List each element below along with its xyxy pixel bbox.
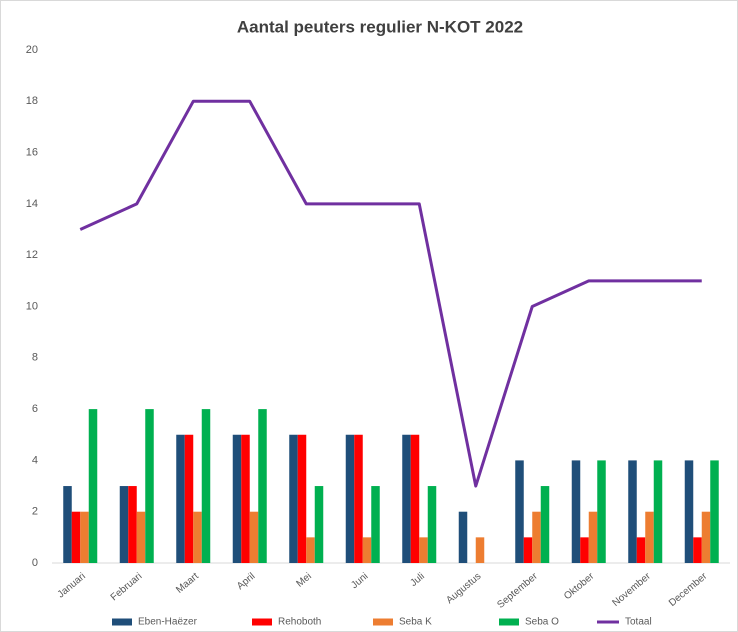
bar <box>145 409 154 563</box>
legend-swatch <box>373 618 393 626</box>
bar <box>314 486 324 563</box>
bar <box>241 434 250 563</box>
y-tick-label: 0 <box>32 557 38 569</box>
bar <box>636 537 646 563</box>
bar <box>628 460 637 563</box>
bar <box>193 511 202 563</box>
bar <box>232 434 242 563</box>
bar <box>289 434 298 563</box>
bar <box>693 537 702 563</box>
line-series <box>79 99 702 488</box>
bar <box>249 511 259 563</box>
bar <box>128 486 137 563</box>
bar <box>540 486 550 563</box>
legend-swatch <box>252 618 272 626</box>
bar <box>306 537 315 563</box>
bar <box>201 409 211 563</box>
bar <box>297 434 307 563</box>
bar <box>402 434 411 563</box>
bar <box>258 409 267 563</box>
y-tick-label: 20 <box>26 44 38 56</box>
legend-label: Totaal <box>625 617 652 628</box>
bar <box>684 460 694 563</box>
y-tick-label: 12 <box>26 249 38 261</box>
bar <box>532 511 541 563</box>
bar <box>645 511 654 563</box>
y-tick-label: 18 <box>26 95 38 107</box>
bar <box>571 460 581 563</box>
legend-swatch <box>499 618 519 626</box>
bar <box>354 434 363 563</box>
y-tick-label: 16 <box>26 147 38 159</box>
y-tick-label: 10 <box>26 300 38 312</box>
bar <box>71 511 81 563</box>
bar <box>523 537 533 563</box>
bar <box>362 537 372 563</box>
bar <box>88 409 98 563</box>
bar <box>345 434 355 563</box>
bar <box>184 434 194 563</box>
bar <box>80 511 89 563</box>
y-tick-label: 8 <box>32 352 38 364</box>
bar <box>475 537 485 563</box>
bar <box>119 486 129 563</box>
bar <box>580 537 589 563</box>
bar <box>710 460 719 563</box>
legend-label: Rehoboth <box>278 617 321 628</box>
bar <box>588 511 598 563</box>
bar <box>176 434 185 563</box>
legend-label: Seba O <box>525 617 559 628</box>
bar <box>701 511 711 563</box>
bar <box>63 486 72 563</box>
bar <box>371 486 380 563</box>
bar <box>597 460 606 563</box>
bar <box>136 511 146 563</box>
legend-swatch <box>112 618 132 626</box>
y-tick-label: 6 <box>32 403 38 415</box>
y-tick-label: 4 <box>32 454 38 466</box>
y-tick-label: 14 <box>26 198 38 210</box>
bar <box>427 486 437 563</box>
bar <box>653 460 663 563</box>
chart-title: Aantal peuters regulier N-KOT 2022 <box>237 17 523 36</box>
legend-label: Seba K <box>399 617 432 628</box>
legend-label: Eben-Haëzer <box>138 617 198 628</box>
bar <box>419 537 428 563</box>
y-tick-label: 2 <box>32 506 38 518</box>
bar <box>410 434 420 563</box>
bar <box>515 460 524 563</box>
bar <box>458 511 468 563</box>
